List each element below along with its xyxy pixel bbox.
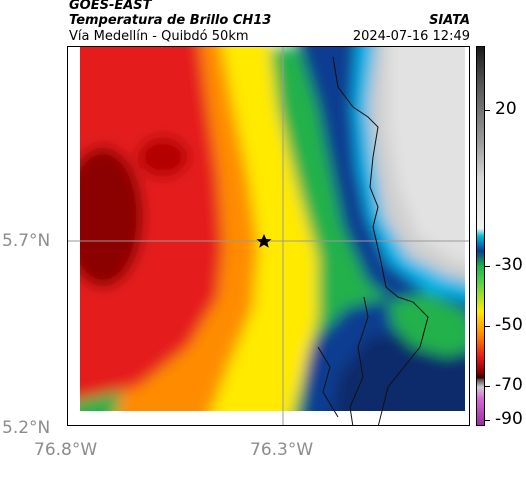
star-marker bbox=[256, 234, 272, 248]
map-margin-bottom bbox=[68, 411, 469, 425]
colorbar-label-neg70: -70 bbox=[495, 375, 523, 395]
colorbar bbox=[476, 46, 485, 426]
colorbar-tick bbox=[485, 326, 490, 327]
timestamp-label: 2024-07-16 12:49 bbox=[352, 29, 470, 44]
satellite-title: GOES-EAST bbox=[69, 0, 152, 13]
lon-label-76.8: 76.8°W bbox=[34, 440, 98, 460]
product-title: Temperatura de Brillo CH13 bbox=[69, 13, 272, 28]
colorbar-label-neg90: -90 bbox=[495, 409, 523, 429]
region-subtitle: Vía Medellín - Quibdó 50km bbox=[69, 29, 249, 44]
agency-label: SIATA bbox=[429, 13, 470, 28]
temperature-field bbox=[68, 47, 469, 425]
colorbar-label-neg30: -30 bbox=[495, 255, 523, 275]
coastline bbox=[332, 56, 429, 425]
lon-label-76.3: 76.3°W bbox=[250, 440, 314, 460]
map-margin-left bbox=[68, 47, 80, 425]
colorbar-tick bbox=[485, 386, 490, 387]
boundary-line bbox=[349, 296, 369, 425]
colorbar-tick bbox=[485, 420, 490, 421]
colorbar-tick bbox=[485, 266, 490, 267]
lat-label-5.7: 5.7°N bbox=[2, 231, 51, 251]
colorbar-label-neg50: -50 bbox=[495, 315, 523, 335]
colorbar-label-20: 20 bbox=[495, 99, 517, 119]
lat-label-5.2: 5.2°N bbox=[2, 418, 51, 438]
brightness-temperature-map bbox=[67, 46, 470, 426]
boundary-line-2 bbox=[317, 346, 339, 418]
map-canvas bbox=[68, 47, 469, 425]
map-margin-right bbox=[465, 47, 469, 425]
colorbar-tick bbox=[485, 110, 490, 111]
